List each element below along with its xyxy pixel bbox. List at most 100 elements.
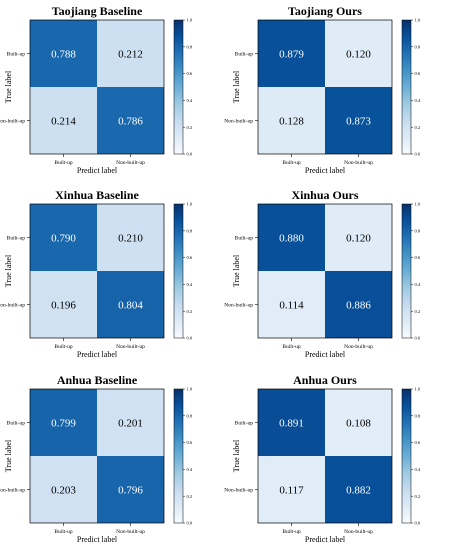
heatmap-cell-1-1 (97, 456, 164, 523)
x-tick-label: Built-up (54, 344, 73, 350)
y-tick-label: Built-up (235, 52, 254, 58)
colorbar-tick-label: 0.0 (187, 336, 193, 341)
heatmap-cell-1-0 (30, 456, 97, 523)
matrix-frame (29, 19, 165, 155)
heatmap-cell-1-0 (258, 456, 325, 523)
heatmap-cell-0-1 (325, 20, 392, 87)
x-tick-label: Built-up (54, 529, 73, 535)
y-tick-label: Built-up (235, 421, 254, 427)
colorbar-tick-label: 0.0 (187, 521, 193, 526)
heatmap-cell-0-0 (30, 20, 97, 87)
cell-value-label-1-1: 0.796 (118, 485, 143, 497)
colorbar-tick-label: 0.4 (187, 98, 193, 103)
colorbar-tick-label: 1.0 (415, 202, 421, 207)
heatmap-cell-0-1 (97, 204, 164, 271)
confusion-matrix-panel-6: Anhua Ours 0.891 0.108 0.117 0.882 Built-up No… (224, 373, 421, 544)
cell-value-label-0-1: 0.201 (118, 418, 143, 430)
colorbar (173, 203, 184, 339)
y-tick-label: Built-up (235, 236, 254, 242)
y-tick-label: Non-built-up (0, 303, 25, 309)
x-axis-label: Predict label (77, 535, 118, 544)
cell-value-label-1-1: 0.882 (346, 485, 371, 497)
colorbar-tick-label: 0.8 (187, 228, 193, 233)
colorbar-tick-label: 0.8 (415, 228, 421, 233)
heatmap-cell-1-1 (97, 87, 164, 154)
x-tick-label: Non-built-up (116, 160, 145, 166)
heatmap-cell-1-0 (258, 87, 325, 154)
panel-title: Anhua Baseline (57, 373, 138, 387)
panel-title: Taojiang Ours (288, 4, 362, 18)
x-tick-label: Non-built-up (116, 344, 145, 350)
matrix-frame (257, 388, 393, 524)
matrix-frame (29, 203, 165, 339)
y-axis-label: True label (4, 254, 13, 287)
colorbar-tick-label: 0.6 (415, 440, 421, 445)
x-tick-label: Built-up (282, 529, 301, 535)
cell-value-label-1-1: 0.873 (346, 116, 371, 128)
heatmap-cell-0-1 (97, 389, 164, 456)
heatmap-cell-0-1 (97, 20, 164, 87)
cell-value-label-0-0: 0.880 (279, 233, 304, 245)
colorbar-tick-label: 0.8 (187, 44, 193, 49)
heatmap-cell-1-1 (325, 271, 392, 338)
colorbar-tick-label: 1.0 (187, 18, 193, 23)
panel-title: Anhua Ours (293, 373, 357, 387)
y-tick-label: Built-up (7, 421, 26, 427)
cell-value-label-1-0: 0.128 (279, 116, 304, 128)
cell-value-label-0-0: 0.790 (51, 233, 76, 245)
x-axis-label: Predict label (305, 535, 346, 544)
colorbar-tick-label: 1.0 (187, 387, 193, 392)
cell-value-label-0-0: 0.879 (279, 49, 304, 61)
x-tick-label: Non-built-up (344, 160, 373, 166)
y-tick-label: Non-built-up (0, 488, 25, 494)
colorbar-tick-label: 0.8 (187, 413, 193, 418)
heatmap-cell-0-0 (258, 389, 325, 456)
colorbar (401, 19, 412, 155)
heatmap-cell-1-1 (325, 456, 392, 523)
y-tick-label: Non-built-up (224, 303, 253, 309)
colorbar-tick-label: 0.6 (187, 440, 193, 445)
x-tick-label: Built-up (282, 344, 301, 350)
y-axis-label: True label (232, 254, 241, 287)
panel-title: Xinhua Baseline (55, 188, 139, 202)
colorbar-tick-label: 0.4 (415, 282, 421, 287)
cell-value-label-0-0: 0.891 (279, 418, 304, 430)
y-tick-label: Non-built-up (224, 488, 253, 494)
colorbar-tick-label: 0.0 (415, 152, 421, 157)
heatmap-cell-1-0 (258, 271, 325, 338)
colorbar-tick-label: 0.2 (187, 494, 193, 499)
cell-value-label-0-1: 0.120 (346, 49, 371, 61)
cell-value-label-0-0: 0.799 (51, 418, 76, 430)
x-tick-label: Non-built-up (344, 529, 373, 535)
matrix-frame (29, 388, 165, 524)
colorbar-tick-label: 0.4 (415, 467, 421, 472)
colorbar-tick-label: 0.6 (187, 255, 193, 260)
y-axis-label: True label (4, 70, 13, 103)
x-axis-label: Predict label (77, 166, 118, 175)
colorbar (173, 388, 184, 524)
colorbar-tick-label: 0.4 (187, 467, 193, 472)
colorbar-tick-label: 1.0 (415, 387, 421, 392)
heatmap-cell-0-0 (258, 204, 325, 271)
heatmap-cell-1-0 (30, 271, 97, 338)
confusion-matrix-panel-4: Xinhua Ours 0.880 0.120 0.114 0.886 Built-up N… (224, 188, 421, 359)
y-axis-label: True label (232, 439, 241, 472)
colorbar-tick-label: 1.0 (187, 202, 193, 207)
cell-value-label-1-1: 0.804 (118, 300, 143, 312)
colorbar-tick-label: 0.0 (415, 336, 421, 341)
colorbar-tick-label: 0.8 (415, 44, 421, 49)
cell-value-label-0-1: 0.212 (118, 49, 143, 61)
x-axis-label: Predict label (77, 350, 118, 359)
y-tick-label: Non-built-up (0, 119, 25, 125)
colorbar-tick-label: 0.2 (415, 125, 421, 130)
heatmap-cell-1-1 (97, 271, 164, 338)
confusion-matrix-panel-2: Taojiang Ours 0.879 0.120 0.128 0.873 Built-u… (224, 4, 421, 175)
x-tick-label: Built-up (54, 160, 73, 166)
heatmap-cell-0-0 (258, 20, 325, 87)
cell-value-label-1-0: 0.114 (279, 300, 304, 312)
colorbar-tick-label: 0.4 (415, 98, 421, 103)
confusion-matrix-panel-5: Anhua Baseline 0.799 0.201 0.203 0.796 Built-… (0, 373, 193, 544)
cell-value-label-1-1: 0.886 (346, 300, 371, 312)
cell-value-label-0-1: 0.108 (346, 418, 371, 430)
heatmap-cell-0-0 (30, 389, 97, 456)
